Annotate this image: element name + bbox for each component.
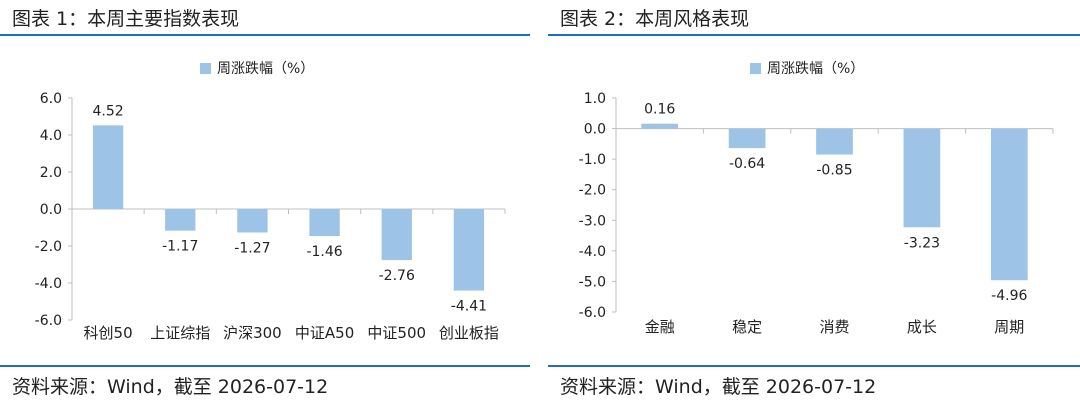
source-note: 资料来源：Wind，截至 2026-07-12: [560, 376, 877, 398]
category-label: 周期: [994, 318, 1024, 336]
bar-chart-styles: 周涨跌幅（%） 1.0 0.0 -1.0 -2.0 -3.0 -4.0 -5.0 -6.0 0.1…: [579, 61, 1054, 336]
data-label: -1.17: [162, 239, 198, 255]
chart-panel-indices: 图表 1：本周主要指数表现 周涨跌幅（%） 6.0 4.0 2.0 0.0 -2.0 -4.…: [0, 0, 530, 405]
source-note: 资料来源：Wind，截至 2026-07-12: [12, 376, 329, 398]
data-label: 0.16: [644, 102, 675, 118]
figure-title: 图表 2：本周风格表现: [560, 8, 750, 30]
y-tick-label: 2.0: [40, 165, 62, 181]
bar: [381, 209, 412, 261]
category-label: 上证综指: [150, 324, 210, 342]
data-label: -1.27: [234, 240, 270, 256]
legend: 周涨跌幅（%）: [200, 61, 314, 77]
y-tick-label: 0.0: [584, 122, 606, 138]
data-label: -4.41: [451, 299, 487, 315]
y-tick-label: -3.0: [579, 213, 606, 229]
legend-label: 周涨跌幅（%）: [767, 61, 864, 77]
legend-label: 周涨跌幅（%）: [217, 61, 314, 77]
bar: [165, 209, 196, 231]
legend-swatch: [200, 63, 211, 74]
title-rule: [548, 34, 1080, 36]
data-label: 4.52: [92, 103, 123, 119]
y-tick-label: 4.0: [40, 128, 62, 144]
category-label: 成长: [907, 318, 937, 336]
y-tick-label: -4.0: [579, 244, 606, 260]
legend: 周涨跌幅（%）: [750, 61, 864, 77]
category-label: 金融: [645, 318, 675, 336]
source-rule: [548, 365, 1080, 367]
category-label: 中证A50: [295, 324, 354, 342]
title-rule: [0, 34, 530, 36]
y-tick-label: 0.0: [40, 202, 62, 218]
y-tick-label: -6.0: [579, 305, 606, 321]
y-tick-label: -6.0: [35, 313, 62, 329]
category-label: 沪深300: [223, 324, 282, 342]
category-label: 科创50: [84, 324, 133, 342]
bar: [903, 128, 941, 228]
bar: [92, 125, 124, 209]
figure-title: 图表 1：本周主要指数表现: [12, 8, 240, 30]
y-tick-label: -2.0: [579, 183, 606, 199]
category-label: 创业板指: [439, 324, 499, 342]
legend-swatch: [750, 63, 761, 74]
category-label: 稳定: [732, 318, 762, 336]
source-rule: [0, 365, 530, 367]
bar-chart-indices: 周涨跌幅（%） 6.0 4.0 2.0 0.0 -2.0 -4.0 -6.0 4.52 科创50 -…: [35, 61, 506, 342]
category-label: 消费: [819, 318, 849, 336]
bar: [990, 128, 1028, 281]
y-tick-label: 1.0: [584, 91, 606, 107]
bar: [309, 209, 340, 237]
data-label: -4.96: [991, 288, 1027, 304]
y-tick-label: -5.0: [579, 274, 606, 290]
bar: [816, 128, 853, 155]
data-label: -2.76: [379, 268, 415, 284]
data-label: -1.46: [306, 244, 342, 260]
category-label: 中证500: [367, 324, 426, 342]
data-label: -0.85: [816, 163, 852, 179]
data-label: -0.64: [729, 156, 765, 172]
bar: [641, 123, 679, 129]
bar: [237, 209, 268, 233]
y-tick-label: 6.0: [40, 91, 62, 107]
bar: [728, 128, 766, 149]
data-label: -3.23: [904, 235, 940, 251]
chart-panel-styles: 图表 2：本周风格表现 周涨跌幅（%） 1.0 0.0 -1.0 -2.0 -3.0 -4.…: [548, 0, 1080, 405]
y-tick-label: -2.0: [35, 239, 62, 255]
bar: [453, 209, 485, 291]
y-tick-label: -1.0: [579, 152, 606, 168]
y-tick-label: -4.0: [35, 276, 62, 292]
